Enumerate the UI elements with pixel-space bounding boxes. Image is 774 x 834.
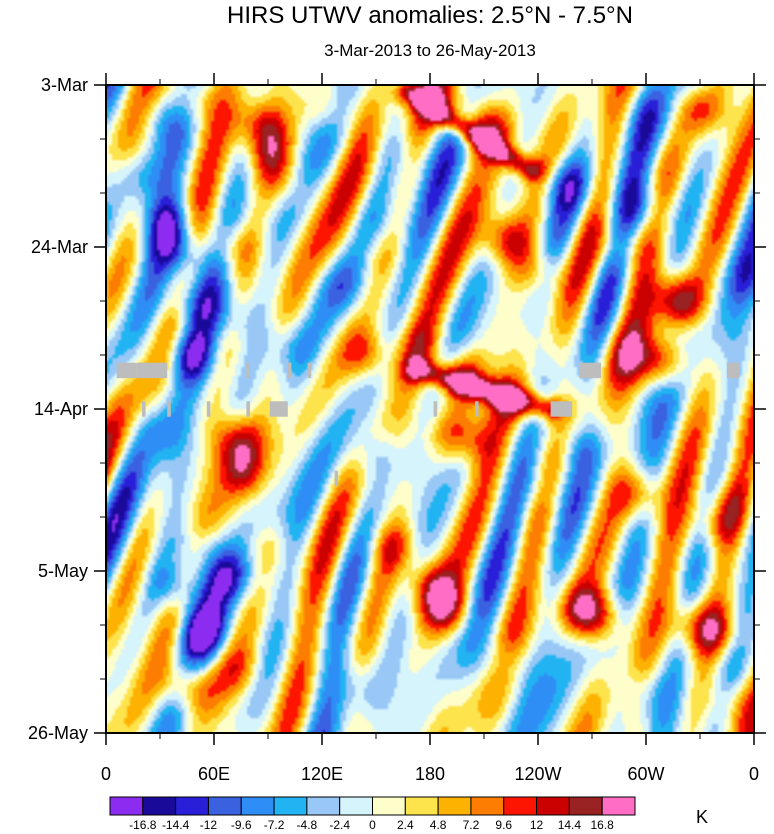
colorbar-unit: K [696, 807, 708, 827]
colorbar-box [306, 796, 341, 816]
colorbar-level-label: 16.8 [591, 818, 615, 832]
colorbar-box [240, 796, 275, 816]
colorbar-level-label: 12 [530, 818, 544, 832]
colorbar-level-label: -9.6 [231, 818, 252, 832]
colorbar-level-label: 14.4 [558, 818, 582, 832]
missing-data-block [246, 362, 250, 379]
x-tick-label: 0 [101, 764, 111, 784]
colorbar-level-label: 7.2 [463, 818, 480, 832]
colorbar-box [437, 796, 472, 816]
missing-data-block [246, 401, 250, 417]
missing-data-block [116, 362, 137, 379]
colorbar-box [273, 796, 308, 816]
x-tick-label: 0 [749, 764, 759, 784]
y-tick-label: 26-May [28, 723, 88, 743]
missing-data-block [307, 362, 312, 379]
colorbar-level-label: -16.8 [129, 818, 157, 832]
y-tick-label: 5-May [38, 561, 88, 581]
colorbar-box [470, 796, 505, 816]
colorbar-box [207, 796, 242, 816]
colorbar-level-label: 0 [369, 818, 376, 832]
missing-data-block [269, 401, 288, 417]
colorbar-box [536, 796, 570, 816]
colorbar-level-label: -4.8 [297, 818, 318, 832]
colorbar-level-label: -12 [200, 818, 218, 832]
colorbar-level-label: 9.6 [495, 818, 512, 832]
missing-data-block [579, 362, 601, 379]
missing-data-block [550, 401, 573, 417]
missing-data-block [287, 362, 292, 379]
plot-area: 0 60E 120E 180 120W 60W 0 3-Mar 24-Mar 14-Apr 5-Ma… [28, 73, 766, 784]
missing-data-block [206, 401, 211, 417]
missing-data-block [167, 401, 171, 417]
x-tick-label: 180 [415, 764, 445, 784]
chart-title: HIRS UTWV anomalies: 2.5°N - 7.5°N [227, 2, 633, 29]
missing-data-block [727, 362, 740, 379]
colorbar-level-label: 4.8 [430, 818, 447, 832]
axis-ticks [94, 73, 766, 745]
y-tick-label: 3-Mar [41, 75, 88, 95]
x-tick-label: 120W [514, 764, 561, 784]
x-tick-label: 60W [627, 764, 664, 784]
colorbar-box [503, 796, 538, 816]
chart-subtitle: 3-Mar-2013 to 26-May-2013 [324, 41, 536, 60]
y-tick-label: 14-Apr [34, 399, 88, 419]
x-tick-label: 120E [301, 764, 343, 784]
colorbar-level-label: -7.2 [264, 818, 285, 832]
colorbar-level-label: -14.4 [162, 818, 190, 832]
heatmap-field [106, 85, 754, 733]
x-tick-label: 60E [198, 764, 230, 784]
colorbar-box [568, 796, 603, 816]
missing-data-block [334, 470, 339, 487]
colorbar-level-label: -2.4 [329, 818, 350, 832]
colorbar-box [339, 796, 373, 816]
missing-data-layer [116, 362, 740, 487]
colorbar-box [175, 796, 209, 816]
missing-data-block [142, 401, 146, 417]
missing-data-block [136, 362, 168, 379]
missing-data-block [475, 401, 479, 417]
colorbar-level-label: 2.4 [397, 818, 414, 832]
colorbar-box [601, 796, 636, 816]
axis-labels: 0 60E 120E 180 120W 60W 0 3-Mar 24-Mar 14-Apr 5-Ma… [28, 75, 759, 784]
missing-data-block [433, 401, 438, 417]
colorbar-box [404, 796, 439, 816]
colorbar-box [372, 796, 406, 816]
y-tick-label: 24-Mar [31, 237, 88, 257]
colorbar-box [142, 796, 177, 816]
colorbar-box [109, 796, 144, 816]
colorbar: -16.8 -14.4 -12 -9.6 -7.2 -4.8 -2.4 0 2.4 4.8 7.2 9… [109, 796, 636, 832]
